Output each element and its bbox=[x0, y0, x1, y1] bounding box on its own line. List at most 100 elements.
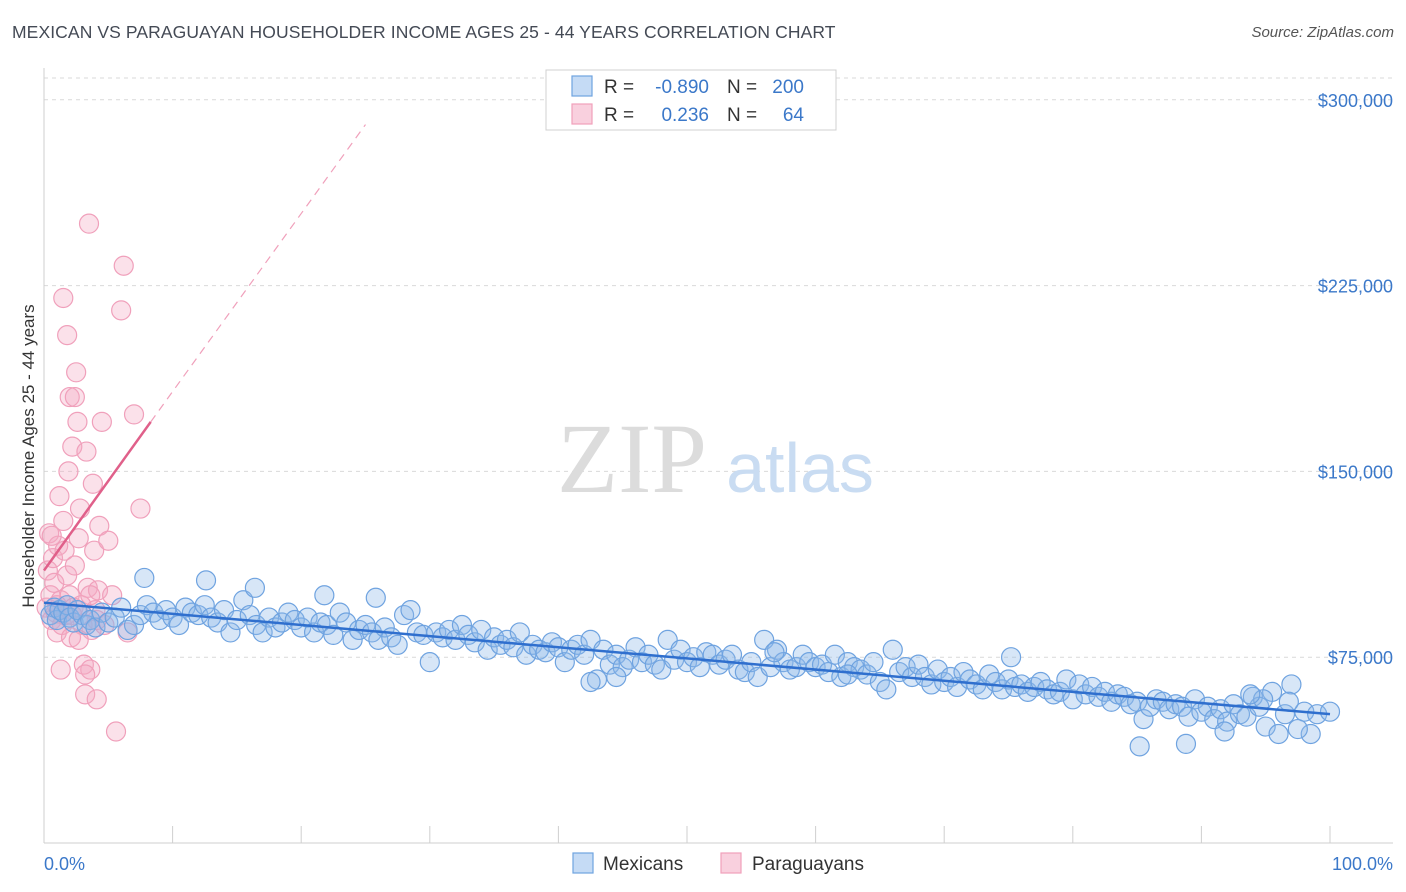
watermark: ZIP atlas bbox=[557, 403, 874, 514]
mexicans-point-216 bbox=[314, 585, 335, 606]
mexicans-point-163 bbox=[1056, 669, 1077, 690]
mexicans-point-210 bbox=[1000, 647, 1022, 668]
paraguayans-point-58 bbox=[75, 664, 96, 685]
mexicans-point-64 bbox=[419, 652, 440, 673]
mexicans-point-49 bbox=[323, 624, 344, 645]
y-tick-label-1: $150,000 bbox=[1318, 462, 1393, 482]
y-tick-label-2: $225,000 bbox=[1318, 277, 1393, 297]
legend-n-value-1: 64 bbox=[783, 105, 805, 126]
mexicans-point-127 bbox=[824, 644, 845, 665]
mexicans-point-213 bbox=[606, 666, 627, 688]
paraguayans-point-56 bbox=[64, 386, 85, 408]
paraguayans-point-39 bbox=[86, 689, 107, 710]
paraguayans-point-30 bbox=[75, 684, 96, 705]
legend-n-label-1: N = bbox=[727, 105, 757, 126]
mexicans-point-33 bbox=[220, 622, 241, 643]
mexicans-point-215 bbox=[365, 587, 386, 608]
paraguayans-point-41 bbox=[89, 515, 110, 536]
mexicans-point-133 bbox=[863, 652, 884, 673]
mexicans-point-208 bbox=[1240, 684, 1261, 705]
paraguayans-point-52 bbox=[53, 287, 74, 309]
mexicans-point-140 bbox=[908, 654, 929, 675]
paraguayans-point-54 bbox=[59, 386, 80, 408]
y-axis-label: Householder Income Ages 25 - 44 years bbox=[19, 304, 38, 607]
x-tick-label-end: 100.0% bbox=[1332, 854, 1393, 874]
mexicans-point-92 bbox=[599, 654, 620, 675]
mexicans-point-35 bbox=[233, 590, 254, 611]
mexicans-point-85 bbox=[554, 652, 575, 673]
bottom-legend-swatch-paraguayans bbox=[720, 852, 742, 874]
paraguayans-point-53 bbox=[50, 659, 71, 680]
mexicans-point-61 bbox=[400, 600, 421, 621]
legend-r-label-0: R = bbox=[604, 77, 634, 98]
mexicans-point-71 bbox=[464, 632, 485, 653]
mexicans-point-111 bbox=[721, 644, 743, 665]
bottom-legend: Mexicans Paraguayans bbox=[572, 852, 864, 875]
y-tick-label-3: $300,000 bbox=[1318, 91, 1393, 111]
source-label: Source: ZipAtlas.com bbox=[1251, 24, 1394, 41]
x-tick-label-start: 0.0% bbox=[44, 854, 85, 874]
paraguayans-trend-line bbox=[42, 421, 152, 572]
bottom-legend-swatch-mexicans bbox=[572, 852, 594, 874]
legend-r-label-1: R = bbox=[604, 105, 634, 126]
paraguayans-point-10 bbox=[49, 486, 70, 507]
mexicans-trend-line bbox=[43, 601, 1331, 716]
mexicans-point-22 bbox=[149, 609, 170, 631]
y-tick-label-0: $75,000 bbox=[1328, 648, 1393, 668]
mexicans-point-118 bbox=[766, 639, 788, 660]
paraguayans-trend-extension bbox=[150, 124, 366, 423]
mexicans-point-50 bbox=[329, 602, 350, 623]
mexicans-point-44 bbox=[291, 617, 312, 638]
legend-swatch-mexicans bbox=[571, 75, 593, 97]
mexicans-point-218 bbox=[195, 570, 217, 591]
paraguayans-point-46 bbox=[105, 721, 127, 742]
mexicans-point-219 bbox=[134, 567, 155, 589]
paraguayans-point-25 bbox=[68, 528, 89, 549]
trend-lines bbox=[42, 124, 1331, 716]
mexicans-point-135 bbox=[876, 679, 897, 700]
mexicans-point-67 bbox=[438, 619, 460, 641]
mexicans-point-175 bbox=[1133, 709, 1154, 730]
mexicans-point-209 bbox=[1214, 721, 1235, 742]
mexicans-point-194 bbox=[1255, 716, 1276, 737]
mexicans-point-211 bbox=[837, 664, 858, 685]
paraguayans-point-19 bbox=[60, 627, 82, 648]
legend-n-value-0: 200 bbox=[772, 77, 804, 98]
paraguayans-point-13 bbox=[53, 510, 74, 532]
paraguayans-point-36 bbox=[82, 473, 103, 494]
mexicans-point-164 bbox=[1062, 689, 1083, 710]
paraguayans-points bbox=[36, 213, 151, 742]
paraguayans-point-26 bbox=[69, 498, 91, 519]
watermark-zip: ZIP bbox=[557, 403, 707, 514]
paraguayans-point-44 bbox=[98, 530, 119, 551]
chart-title: MEXICAN VS PARAGUAYAN HOUSEHOLDER INCOME… bbox=[12, 22, 836, 42]
mexicans-point-182 bbox=[1178, 706, 1199, 727]
grid-lines bbox=[44, 77, 1393, 658]
mexicans-point-206 bbox=[1175, 733, 1197, 755]
mexicans-point-56 bbox=[368, 629, 389, 650]
paraguayans-point-24 bbox=[67, 411, 88, 432]
mexicans-point-214 bbox=[580, 671, 601, 693]
paraguayans-point-51 bbox=[130, 498, 151, 519]
watermark-atlas: atlas bbox=[726, 429, 874, 507]
legend-swatch-paraguayans bbox=[571, 103, 593, 125]
mexicans-point-169 bbox=[1094, 681, 1116, 702]
paraguayans-point-42 bbox=[91, 411, 112, 432]
paraguayans-point-31 bbox=[76, 441, 97, 462]
paraguayans-point-48 bbox=[113, 255, 134, 276]
paraguayans-point-33 bbox=[78, 213, 100, 234]
mexicans-point-45 bbox=[297, 607, 318, 628]
mexicans-point-207 bbox=[1129, 736, 1150, 757]
mexicans-points bbox=[40, 567, 1341, 757]
mexicans-point-12 bbox=[85, 617, 106, 638]
mexicans-point-103 bbox=[670, 639, 691, 660]
mexicans-point-69 bbox=[451, 614, 473, 636]
mexicans-point-202 bbox=[1300, 723, 1321, 745]
mexicans-point-38 bbox=[252, 622, 273, 643]
paraguayans-point-1 bbox=[37, 560, 58, 581]
legend: R = -0.890 N = 200 R = 0.236 N = 64 bbox=[545, 69, 837, 131]
axes bbox=[43, 68, 1393, 844]
y-tick-labels: $75,000 $150,000 $225,000 $300,000 bbox=[1318, 91, 1393, 668]
legend-n-label-0: N = bbox=[727, 77, 757, 98]
bottom-legend-mexicans: Mexicans bbox=[603, 854, 683, 875]
